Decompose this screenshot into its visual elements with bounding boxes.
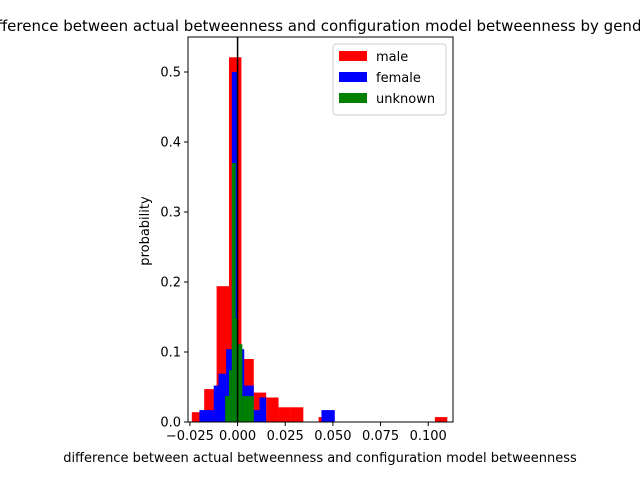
female-bar-0	[199, 410, 214, 422]
y-axis-ticks: 0.0 0.1 0.2 0.3 0.4 0.5	[160, 66, 188, 431]
x-axis-ticks: −0.025 0.000 0.025 0.050 0.075 0.100	[166, 422, 447, 444]
y-tick-label: 0.3	[160, 206, 181, 221]
y-tick-label: 0.2	[160, 276, 181, 291]
female-bar-9	[321, 410, 335, 422]
female-bar-8	[259, 397, 267, 422]
y-tick-label: 0.4	[160, 136, 181, 151]
male-bar-6	[266, 397, 279, 422]
unknown-bar-3	[235, 318, 238, 422]
legend-label-unknown: unknown	[376, 92, 435, 107]
male-bar-7	[278, 407, 291, 422]
female-bar-1	[213, 385, 219, 422]
x-tick-label: 0.100	[410, 429, 447, 444]
x-tick-label: 0.075	[362, 429, 399, 444]
female-bar-7	[253, 410, 260, 422]
x-tick-label: −0.025	[166, 429, 214, 444]
x-axis-label: difference between actual betweenness an…	[63, 451, 577, 466]
x-tick-label: 0.000	[219, 429, 256, 444]
unknown-bar-4	[237, 344, 243, 422]
y-tick-label: 0.5	[160, 66, 181, 81]
unknown-bar-0	[225, 396, 229, 422]
legend-label-female: female	[376, 71, 421, 86]
female-bar-2	[218, 373, 227, 422]
legend-swatch-female	[339, 72, 367, 82]
chart-title: difference between actual betweenness an…	[0, 17, 640, 35]
legend-label-male: male	[376, 50, 408, 65]
unknown-bar-2	[231, 163, 236, 422]
plot-frame	[187, 36, 454, 423]
x-tick-label: 0.050	[314, 429, 351, 444]
male-bar-8	[290, 407, 304, 422]
unknown-bar-5	[242, 396, 250, 422]
legend-swatch-unknown	[339, 93, 367, 103]
x-tick-label: 0.025	[267, 429, 304, 444]
y-axis-label: probability	[138, 196, 153, 266]
y-tick-label: 0.0	[160, 416, 181, 431]
legend-swatch-male	[339, 51, 367, 61]
unknown-bar-1	[228, 370, 232, 422]
male-bar-10	[434, 417, 448, 422]
y-tick-label: 0.1	[160, 346, 181, 361]
legend: male female unknown	[332, 43, 447, 116]
male-bar-0	[191, 412, 205, 422]
unknown-bar-6	[249, 396, 254, 422]
